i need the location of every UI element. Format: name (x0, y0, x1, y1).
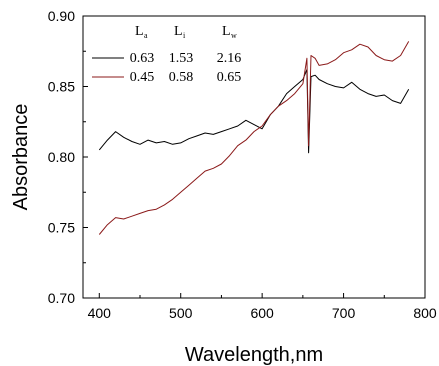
legend-header-subscript: w (231, 31, 237, 40)
series-line-1 (98, 69, 410, 154)
x-tick-label: 800 (413, 305, 437, 321)
x-tick-label: 400 (88, 305, 112, 321)
series-lines (98, 41, 410, 235)
legend-value: 1.53 (169, 51, 194, 66)
legend-header: L (135, 24, 144, 39)
y-tick-label: 0.70 (48, 290, 75, 306)
legend-header: L (222, 24, 231, 39)
legend-value: 0.63 (130, 51, 155, 66)
x-tick-label: 600 (250, 305, 274, 321)
y-axis-title: Absorbance (10, 104, 32, 211)
legend-header-subscript: a (144, 31, 148, 40)
y-tick-label: 0.75 (48, 220, 75, 236)
y-tick-label: 0.85 (48, 79, 75, 95)
legend-value: 0.65 (217, 70, 242, 85)
legend-value: 2.16 (217, 51, 242, 66)
series-line-2 (98, 41, 410, 235)
y-tick-label: 0.90 (48, 8, 75, 24)
x-axis-title: Wavelength,nm (185, 344, 323, 366)
x-tick-label: 500 (169, 305, 193, 321)
legend-header: L (174, 24, 183, 39)
y-tick-label: 0.80 (48, 149, 75, 165)
axis-ticks: 400 500 600 700 800 0.70 0.75 0.80 0.85 0.90 (48, 8, 437, 321)
x-tick-label: 700 (332, 305, 356, 321)
legend-value: 0.58 (169, 70, 194, 85)
legend-value: 0.45 (130, 70, 155, 85)
legend-header-subscript: i (183, 31, 186, 40)
